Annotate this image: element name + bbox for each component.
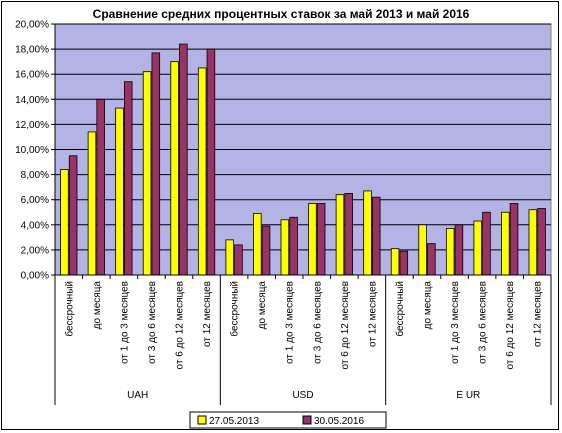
bar-series1 xyxy=(60,169,69,276)
bar-series1 xyxy=(170,61,179,276)
x-category-label: от 12 месяцев xyxy=(367,281,378,347)
bar-series2 xyxy=(509,203,519,276)
x-category-label: бессрочный xyxy=(394,281,406,337)
y-tick-label: 6,00% xyxy=(21,195,49,206)
bar-series1 xyxy=(142,71,152,276)
bar-series1 xyxy=(418,224,427,276)
y-tick-label: 0,00% xyxy=(21,271,49,282)
x-group-label: UAH xyxy=(127,390,148,401)
x-category-label: от 1 до 3 месяцев xyxy=(119,281,130,364)
x-category-label: бессрочный xyxy=(229,281,241,337)
bar-series1 xyxy=(473,220,483,276)
bar-series2 xyxy=(68,155,78,276)
bar-series2 xyxy=(206,48,216,276)
bar-series1 xyxy=(280,219,290,276)
x-category-label: от 12 месяцев xyxy=(202,281,213,347)
y-tick-label: 10,00% xyxy=(15,145,49,156)
bar-series2 xyxy=(537,208,546,276)
x-category-label: от 3 до 6 месяцев xyxy=(147,281,158,364)
y-tick-label: 20,00% xyxy=(15,20,49,31)
x-category-label: от 3 до 6 месяцев xyxy=(478,281,489,364)
legend-label: 30.05.2016 xyxy=(314,416,364,427)
bar-series2 xyxy=(123,81,133,276)
y-tick-label: 18,00% xyxy=(15,45,49,56)
bar-series2 xyxy=(344,193,353,276)
legend-label: 27.05.2013 xyxy=(209,416,259,427)
legend-swatch xyxy=(302,415,312,425)
bar-series1 xyxy=(253,213,262,276)
y-tick-label: 4,00% xyxy=(21,220,49,231)
x-category-label: до месяца xyxy=(92,281,103,330)
y-tick-label: 14,00% xyxy=(15,95,49,106)
bar-series2 xyxy=(179,43,188,276)
bar-series1 xyxy=(390,248,400,276)
x-group-label: E UR xyxy=(456,390,480,401)
y-tick-label: 16,00% xyxy=(15,70,49,81)
bar-series2 xyxy=(482,211,491,276)
bar-series2 xyxy=(371,196,381,276)
legend-swatch xyxy=(197,415,207,425)
bar-series1 xyxy=(501,211,510,276)
bar-series2 xyxy=(151,52,161,276)
x-category-label: от 1 до 3 месяцев xyxy=(450,281,461,364)
bar-series2 xyxy=(399,250,409,276)
x-category-label: от 3 до 6 месяцев xyxy=(312,281,323,364)
bar-series1 xyxy=(197,67,207,276)
bar-series2 xyxy=(316,203,326,276)
bar-series2 xyxy=(427,243,436,276)
bar-series2 xyxy=(261,225,271,276)
x-category-label: от 6 до 12 месяцев xyxy=(175,281,186,369)
y-tick-label: 2,00% xyxy=(21,245,49,256)
x-category-label: от 6 до 12 месяцев xyxy=(505,281,516,369)
x-category-label: от 1 до 3 месяцев xyxy=(285,281,296,364)
x-category-label: бессрочный xyxy=(63,281,75,337)
x-category-label: от 12 месяцев xyxy=(533,281,544,347)
chart-title: Сравнение средних процентных ставок за м… xyxy=(92,7,470,21)
bar-series2 xyxy=(289,216,298,276)
legend-box xyxy=(189,411,387,429)
x-group-label: USD xyxy=(292,390,313,401)
bar-series1 xyxy=(87,131,97,276)
x-category-label: до месяца xyxy=(257,281,268,330)
bar-series1 xyxy=(445,228,455,276)
bar-series1 xyxy=(528,209,538,276)
bar-series1 xyxy=(115,107,124,276)
bar-series2 xyxy=(96,98,105,276)
bar-series1 xyxy=(225,239,235,276)
bar-series1 xyxy=(335,194,345,276)
x-category-label: от 6 до 12 месяцев xyxy=(340,281,351,369)
x-category-label: до месяца xyxy=(423,281,434,330)
bar-series2 xyxy=(454,224,464,276)
y-tick-label: 12,00% xyxy=(15,120,49,131)
bar-series2 xyxy=(234,244,243,276)
bar-series1 xyxy=(363,190,372,276)
bar-series1 xyxy=(308,203,317,276)
y-tick-label: 8,00% xyxy=(21,170,49,181)
